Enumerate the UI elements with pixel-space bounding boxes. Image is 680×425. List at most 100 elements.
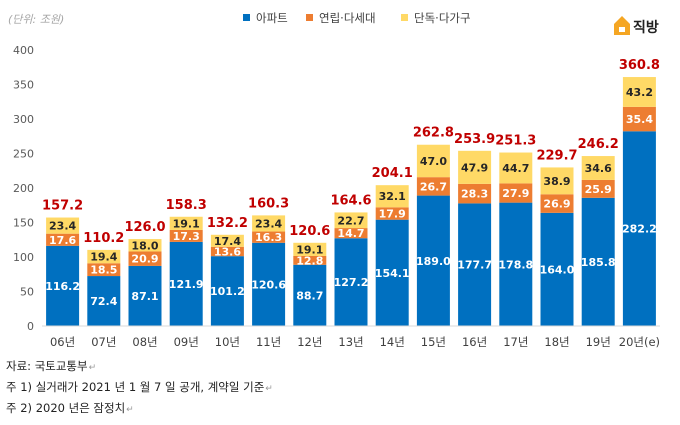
data-label-row-house: 13.6 — [214, 245, 241, 258]
data-label-row-house: 12.8 — [296, 254, 323, 267]
footnote-1-text: 주 1) 실거래가 2021 년 1 월 7 일 공개, 계약일 기준 — [6, 380, 265, 394]
data-label-apartment: 88.7 — [296, 289, 323, 302]
data-label-row-house: 17.9 — [379, 207, 406, 220]
total-label: 360.8 — [619, 58, 660, 73]
data-label-row-house: 25.9 — [585, 183, 612, 196]
x-tick-label: 15년 — [421, 335, 446, 349]
logo: 직방 — [614, 16, 659, 36]
legend-label-detached-house: 단독·다가구 — [414, 11, 471, 25]
data-label-row-house: 35.4 — [626, 113, 653, 126]
y-tick-label: 200 — [13, 182, 34, 195]
bar-segment-detached-house — [169, 216, 203, 230]
data-label-detached-house: 23.4 — [255, 217, 282, 230]
bar-segment-detached-house — [458, 150, 492, 184]
legend-swatch-apartment — [243, 14, 250, 21]
paragraph-mark: ↵ — [126, 405, 134, 415]
data-label-apartment: 116.2 — [45, 280, 80, 293]
data-label-apartment: 87.1 — [131, 290, 158, 303]
bar-segment-apartment — [128, 265, 162, 326]
x-tick-label: 10년 — [215, 335, 240, 349]
y-tick-label: 350 — [13, 79, 34, 92]
bar-segment-row-house — [169, 229, 203, 242]
bar-segment-row-house — [210, 246, 244, 257]
y-tick-label: 400 — [13, 44, 34, 57]
stacked-bar-chart: (단위: 조원) 아파트 연립·다세대 단독·다가구 직방 0 50 100 150 2… — [8, 11, 660, 349]
data-label-row-house: 17.3 — [173, 230, 200, 243]
house-icon — [614, 16, 630, 35]
logo-text: 직방 — [633, 19, 659, 36]
data-label-detached-house: 44.7 — [502, 162, 529, 175]
data-label-row-house: 26.7 — [420, 180, 447, 193]
data-label-detached-house: 18.0 — [131, 239, 158, 252]
y-axis: 0 50 100 150 200 250 300 350 400 — [13, 44, 34, 333]
bar-segment-row-house — [46, 233, 80, 246]
data-label-row-house: 26.9 — [543, 198, 570, 211]
source-note: 자료: 국토교통부↵ — [6, 356, 666, 377]
data-label-apartment: 101.2 — [210, 285, 245, 298]
legend-swatch-detached-house — [401, 14, 408, 21]
data-label-apartment: 185.8 — [581, 256, 616, 269]
total-label: 158.3 — [166, 198, 207, 213]
y-tick-label: 300 — [13, 113, 34, 126]
data-label-row-house: 17.6 — [49, 234, 76, 247]
source-text: 자료: 국토교통부 — [6, 359, 88, 373]
bar-segment-apartment — [210, 256, 244, 326]
legend-swatch-row-house — [306, 14, 313, 21]
data-label-detached-house: 32.1 — [379, 190, 406, 203]
data-label-apartment: 177.7 — [457, 259, 492, 272]
total-label: 110.2 — [83, 231, 124, 246]
x-tick-label: 08년 — [132, 335, 157, 349]
x-tick-label: 18년 — [544, 335, 569, 349]
bar-segment-row-house — [581, 179, 615, 198]
bar-segment-apartment — [499, 202, 533, 326]
data-label-detached-house: 19.1 — [173, 217, 200, 230]
x-tick-label: 11년 — [256, 335, 281, 349]
bar-segment-apartment — [334, 238, 368, 326]
data-label-apartment: 121.9 — [169, 278, 204, 291]
data-label-detached-house: 22.7 — [337, 214, 364, 227]
y-tick-label: 150 — [13, 217, 34, 230]
total-label: 204.1 — [372, 166, 413, 181]
x-tick-label: 16년 — [462, 335, 487, 349]
data-label-apartment: 164.0 — [540, 263, 575, 276]
data-label-apartment: 189.0 — [416, 255, 451, 268]
bar-segment-detached-house — [334, 212, 368, 229]
unit-label: (단위: 조원) — [8, 13, 64, 26]
bar-segment-detached-house — [293, 242, 327, 256]
footnote-1: 주 1) 실거래가 2021 년 1 월 7 일 공개, 계약일 기준↵ — [6, 377, 666, 398]
bar-segment-row-house — [622, 106, 656, 132]
total-label: 160.3 — [248, 196, 289, 211]
bar-segment-row-house — [499, 183, 533, 203]
x-tick-label: 13년 — [338, 335, 363, 349]
bar-segment-detached-house — [416, 144, 450, 178]
bar-segment-apartment — [293, 264, 327, 326]
bar-segment-row-house — [458, 183, 492, 204]
total-label: 132.2 — [207, 216, 248, 231]
data-label-detached-house: 38.9 — [543, 175, 570, 188]
footnote-2: 주 2) 2020 년은 잠정치↵ — [6, 398, 666, 419]
bar-segment-detached-house — [128, 239, 162, 252]
data-label-row-house: 20.9 — [131, 253, 158, 266]
data-label-detached-house: 43.2 — [626, 86, 653, 99]
x-tick-label: 20년(e) — [619, 335, 660, 349]
data-label-apartment: 282.2 — [622, 223, 657, 236]
notes: 자료: 국토교통부↵ 주 1) 실거래가 2021 년 1 월 7 일 공개, … — [6, 356, 666, 419]
bar-segment-row-house — [128, 251, 162, 266]
data-label-detached-house: 47.9 — [461, 161, 488, 174]
bar-segment-detached-house — [87, 249, 121, 264]
bar-segment-row-house — [540, 194, 574, 213]
legend: 아파트 연립·다세대 단독·다가구 — [243, 11, 471, 25]
bar-segment-detached-house — [252, 215, 286, 232]
bar-segment-detached-house — [540, 167, 574, 195]
bar-segment-detached-house — [46, 217, 80, 234]
y-tick-label: 100 — [13, 251, 34, 264]
data-label-detached-house: 19.1 — [296, 243, 323, 256]
x-tick-label: 17년 — [503, 335, 528, 349]
data-label-apartment: 154.1 — [375, 267, 410, 280]
data-label-row-house: 18.5 — [90, 264, 117, 277]
bar-segment-row-house — [375, 207, 409, 220]
data-label-apartment: 178.8 — [498, 258, 533, 271]
total-label: 157.2 — [42, 199, 83, 214]
x-tick-label: 12년 — [297, 335, 322, 349]
total-label: 229.7 — [536, 148, 577, 163]
